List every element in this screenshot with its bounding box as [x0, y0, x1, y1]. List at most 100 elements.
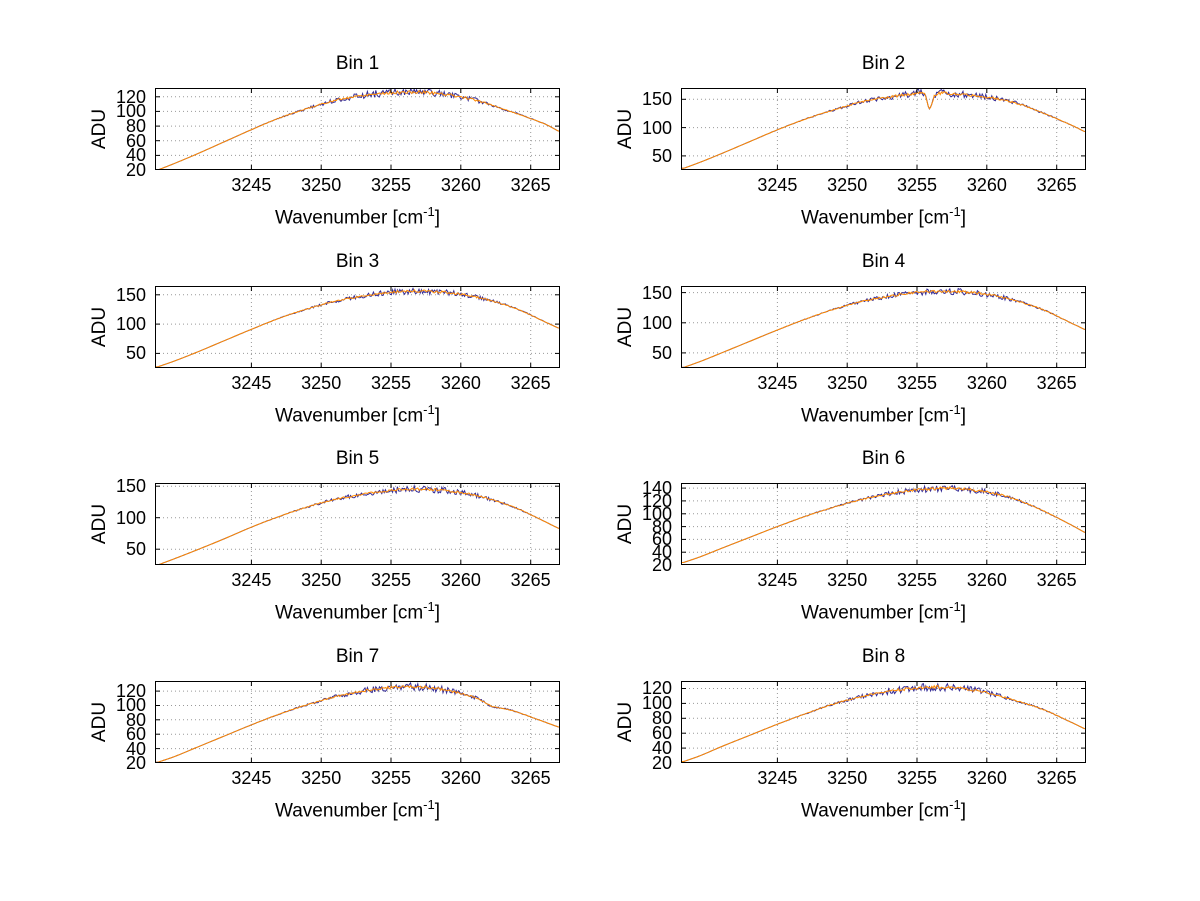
y-tick-label: 120 [641, 490, 672, 511]
subplot-bin-8: Bin 8 ADU Wavenumber [cm-1] 20 40 60 80 100 1… [586, 638, 1112, 836]
x-tick-label: 3245 [757, 373, 798, 393]
subplot-bin-7: Bin 7 ADU Wavenumber [cm-1] 20 40 60 80 100 1… [60, 638, 586, 836]
x-tick-label: 3255 [370, 175, 412, 195]
x-tick-label: 3265 [1036, 768, 1077, 788]
subplot-bin-1: Bin 1 ADU Wavenumber [cm-1] 20 40 60 80 100 1… [60, 45, 586, 243]
y-tick-label: 50 [651, 145, 672, 166]
y-tick-label: 40 [651, 738, 672, 759]
axes-box [155, 681, 560, 763]
x-tick-label: 3250 [301, 570, 342, 590]
x-tick-label: 3255 [896, 768, 938, 788]
x-tick-label: 3265 [1036, 570, 1077, 590]
y-tick-label: 150 [115, 476, 146, 497]
y-tick-label: 120 [115, 681, 146, 702]
series-line-secondary [681, 287, 1086, 368]
x-axis-label: Wavenumber [cm-1] [800, 204, 966, 229]
y-tick-label: 20 [125, 753, 146, 773]
x-tick-label: 3265 [510, 570, 551, 590]
x-tick-label: 3265 [510, 175, 551, 195]
axes-box [155, 483, 560, 565]
x-axis-label: Wavenumber [cm-1] [274, 797, 440, 822]
x-tick-label: 3260 [966, 768, 1007, 788]
plot-title: Bin 5 [335, 448, 380, 469]
x-tick-label: 3250 [827, 373, 868, 393]
x-tick-label: 3260 [440, 570, 481, 590]
y-tick-label: 100 [115, 314, 146, 335]
x-tick-label: 3250 [301, 768, 342, 788]
y-tick-label: 50 [651, 342, 672, 363]
x-tick-label: 3260 [440, 373, 481, 393]
plot-canvas [681, 681, 1086, 763]
plot-title: Bin 2 [861, 53, 906, 74]
x-tick-label: 3260 [440, 768, 481, 788]
y-tick-label: 100 [115, 101, 146, 122]
y-tick-label: 100 [641, 312, 672, 333]
y-tick-label: 80 [125, 116, 146, 137]
x-tick-label: 3250 [827, 175, 868, 195]
series-line-primary [681, 289, 1086, 368]
x-tick-label: 3265 [1036, 175, 1077, 195]
x-tick-label: 3245 [231, 175, 272, 195]
x-tick-label: 3245 [231, 768, 272, 788]
x-axis-label: Wavenumber [cm-1] [274, 402, 440, 427]
x-axis-label: Wavenumber [cm-1] [800, 599, 966, 624]
x-tick-label: 3260 [966, 570, 1007, 590]
x-axis-label: Wavenumber [cm-1] [274, 204, 440, 229]
y-tick-label: 80 [651, 516, 672, 537]
axes-box [681, 681, 1086, 763]
y-tick-label: 150 [115, 284, 146, 305]
y-tick-label: 120 [115, 86, 146, 107]
y-tick-label: 20 [651, 753, 672, 773]
x-tick-label: 3255 [896, 570, 938, 590]
axes-box [681, 88, 1086, 170]
x-tick-label: 3245 [231, 373, 272, 393]
y-tick-label: 60 [651, 723, 672, 744]
series-line-secondary [155, 287, 560, 368]
x-tick-label: 3250 [827, 768, 868, 788]
y-tick-label: 80 [125, 709, 146, 730]
plot-title: Bin 1 [335, 53, 380, 74]
series-line-secondary [155, 681, 560, 763]
x-tick-label: 3245 [757, 175, 798, 195]
y-tick-label: 50 [125, 343, 146, 364]
x-tick-label: 3250 [301, 175, 342, 195]
series-line-primary [681, 91, 1086, 169]
y-tick-label: 100 [641, 117, 672, 138]
y-tick-label: 100 [115, 507, 146, 528]
y-tick-label: 140 [641, 478, 672, 499]
subplot-bin-3: Bin 3 ADU Wavenumber [cm-1] 50 100 150 3245… [60, 243, 586, 441]
series-line-primary [681, 485, 1086, 563]
y-tick-label: 60 [125, 130, 146, 151]
y-tick-label: 100 [115, 695, 146, 716]
plot-title: Bin 7 [335, 646, 380, 667]
x-tick-label: 3245 [231, 570, 272, 590]
y-tick-label: 100 [641, 693, 672, 714]
x-tick-label: 3265 [1036, 373, 1077, 393]
series-line-primary [155, 487, 560, 565]
series-line-secondary [681, 682, 1086, 763]
y-tick-label: 20 [651, 555, 672, 575]
y-tick-label: 40 [651, 542, 672, 563]
y-tick-label: 60 [125, 724, 146, 745]
x-axis-label: Wavenumber [cm-1] [274, 599, 440, 624]
x-axis-label: Wavenumber [cm-1] [800, 402, 966, 427]
plot-title: Bin 3 [335, 251, 380, 272]
x-tick-label: 3255 [896, 175, 938, 195]
series-line-secondary [155, 88, 560, 170]
series-line-secondary [681, 484, 1086, 563]
subplot-bin-4: Bin 4 ADU Wavenumber [cm-1] 50 100 150 3245… [586, 243, 1112, 441]
x-tick-label: 3250 [301, 373, 342, 393]
x-tick-label: 3260 [440, 175, 481, 195]
axes-box [681, 286, 1086, 368]
y-tick-label: 100 [641, 503, 672, 524]
x-tick-label: 3255 [370, 768, 412, 788]
x-tick-label: 3260 [966, 373, 1007, 393]
plot-title: Bin 6 [861, 448, 906, 469]
x-tick-label: 3260 [966, 175, 1007, 195]
plot-canvas [155, 286, 560, 368]
series-line-primary [681, 684, 1086, 763]
x-tick-label: 3265 [510, 768, 551, 788]
x-tick-label: 3250 [827, 570, 868, 590]
series-line-primary [155, 288, 560, 368]
